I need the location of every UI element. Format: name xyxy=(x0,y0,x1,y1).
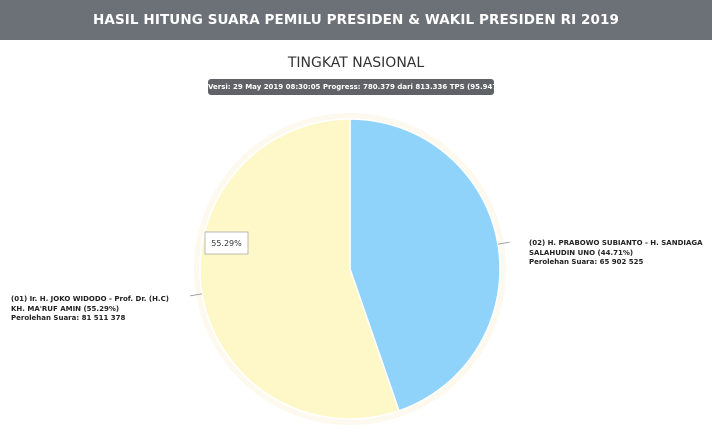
header-bar: HASIL HITUNG SUARA PEMILU PRESIDEN & WAK… xyxy=(0,0,712,40)
legend-prabowo-votes: Perolehan Suara: 65 902 525 xyxy=(529,258,644,266)
page-title: HASIL HITUNG SUARA PEMILU PRESIDEN & WAK… xyxy=(93,12,619,28)
legend-prabowo-line1: (02) H. PRABOWO SUBIANTO - H. SANDIAGA xyxy=(529,239,703,247)
connector-jokowi xyxy=(190,293,203,297)
legend-jokowi-votes: Perolehan Suara: 81 511 378 xyxy=(11,314,126,322)
legend-prabowo-line2: SALAHUDIN UNO (44.71%) xyxy=(529,248,634,257)
version-badge: Versi: 29 May 2019 08:30:05 Progress: 78… xyxy=(208,79,494,95)
connector-prabowo xyxy=(497,241,510,245)
tooltip-percent: 55.29% xyxy=(211,239,242,248)
legend-jokowi-line2: KH. MA'RUF AMIN (55.29%) xyxy=(11,304,120,313)
legend-item-jokowi: (01) Ir. H. JOKO WIDODO - Prof. Dr. (H.C… xyxy=(11,295,169,324)
tooltip-box xyxy=(204,231,249,255)
legend-jokowi-line1: (01) Ir. H. JOKO WIDODO - Prof. Dr. (H.C… xyxy=(11,295,169,303)
slice-tooltip: 55.29% xyxy=(204,231,249,255)
pie-slice-prabowo[interactable] xyxy=(349,118,501,412)
legend-item-prabowo: (02) H. PRABOWO SUBIANTO - H. SANDIAGA S… xyxy=(529,239,703,268)
chart-title: TINGKAT NASIONAL xyxy=(287,55,425,71)
